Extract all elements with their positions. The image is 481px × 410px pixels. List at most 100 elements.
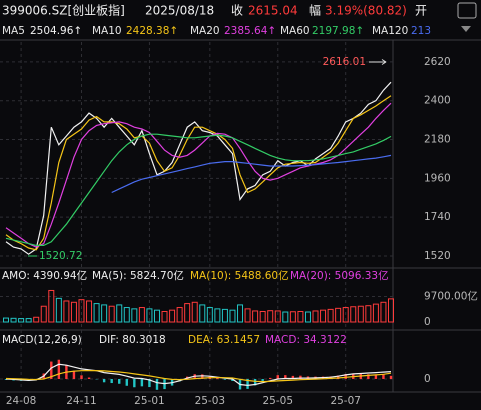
volume-bar — [25, 318, 32, 323]
volume-bar — [327, 308, 334, 323]
macd-bar — [389, 375, 393, 379]
x-tick-label: 25-03 — [195, 395, 226, 407]
change-label: 幅 — [309, 3, 321, 18]
y-tick-label: 0 — [424, 316, 431, 328]
volume-bar — [297, 310, 304, 323]
indicator-label: MACD: 34.3122 — [265, 334, 347, 346]
volume-bar — [372, 303, 379, 323]
macd-bar — [133, 378, 136, 388]
macd-bar — [291, 375, 295, 379]
volume-bar — [237, 304, 244, 323]
legend-value: 2504.96↑ — [30, 25, 82, 37]
volume-bar — [199, 304, 206, 323]
macd-bar — [110, 378, 113, 384]
ma-line — [5, 81, 392, 255]
macd-line — [5, 370, 392, 383]
legend-value: 213 — [411, 25, 431, 37]
x-tick-label: 25-05 — [263, 395, 294, 407]
macd-bar — [216, 378, 219, 379]
ma-line — [5, 133, 392, 246]
annotation-arrow-head — [381, 59, 387, 65]
macd-line — [5, 363, 392, 387]
indicator-label: DEA: 63.1457 — [188, 334, 260, 346]
volume-bar — [229, 309, 236, 323]
volume-bar — [191, 301, 198, 323]
macd-bar — [336, 375, 340, 379]
y-tick-label: 1960 — [424, 172, 451, 184]
indicator-label: MACD(12,26,9) — [2, 334, 82, 346]
macd-bar — [344, 374, 347, 379]
macd-bar — [246, 378, 249, 389]
close-label: 收 — [231, 4, 243, 18]
legend-name: MA60 — [280, 25, 310, 37]
volume-bar — [3, 317, 9, 323]
legend-value: 2428.38↑ — [126, 25, 178, 37]
window-icon[interactable] — [457, 2, 477, 19]
volume-bar — [312, 310, 319, 323]
volume-bar — [10, 317, 17, 323]
volume-bar — [123, 307, 130, 323]
macd-bar — [125, 378, 128, 386]
volume-bar — [350, 306, 357, 323]
macd-bar — [102, 378, 106, 383]
volume-bar — [93, 303, 100, 323]
change: 3.19%(80.82) — [325, 4, 407, 18]
macd-bar — [72, 370, 76, 379]
macd-bar — [374, 374, 378, 379]
macd-bar — [140, 378, 144, 387]
ma-line — [5, 102, 392, 248]
macd-bar — [223, 378, 227, 380]
volume-bar — [320, 309, 327, 323]
macd-bar — [231, 378, 234, 382]
macd-bar — [57, 359, 61, 379]
volume-bar — [214, 308, 221, 323]
indicator-label: AMO: 4390.94亿 — [2, 269, 87, 282]
close: 2615.04 — [248, 4, 298, 18]
legend-value: 2385.64↑ — [224, 25, 276, 37]
volume-bar — [335, 307, 342, 323]
annotation: 2616.01 — [323, 56, 366, 68]
macd-bar — [253, 378, 257, 386]
volume-bar — [153, 309, 160, 323]
volume-bar — [116, 304, 123, 323]
macd-bar — [261, 378, 264, 382]
volume-bar — [252, 310, 259, 323]
y-tick-label: 2180 — [424, 134, 451, 146]
volume-bar — [388, 298, 394, 323]
volume-bar — [86, 300, 93, 323]
y-tick-label: 1520 — [424, 250, 451, 262]
volume-bar — [131, 308, 138, 323]
indicator-label: MA(20): 5096.33亿 — [290, 269, 389, 282]
volume-bar — [304, 311, 311, 323]
ma-line — [111, 154, 392, 194]
macd-bar — [118, 378, 121, 384]
volume-bar — [342, 307, 349, 323]
volume-bar — [282, 311, 289, 323]
date: 2025/08/18 — [145, 4, 214, 18]
volume-bar — [380, 301, 387, 323]
symbol: 399006.SZ[创业板指] — [2, 3, 125, 18]
volume-bar — [244, 308, 251, 323]
legend-name: MA10 — [92, 25, 122, 37]
dropdown-icon[interactable] — [461, 26, 471, 32]
volume-bar — [365, 305, 372, 323]
macd-bar — [87, 377, 91, 379]
volume-bar — [146, 308, 153, 323]
macd-bar — [80, 375, 83, 379]
volume-bar — [48, 289, 55, 323]
macd-bar — [201, 374, 204, 379]
volume-bar — [161, 310, 168, 323]
volume-bar — [101, 304, 108, 323]
x-tick-label: 25-01 — [134, 395, 165, 407]
indicator-label: MA(10): 5488.60亿 — [190, 269, 289, 282]
y-tick-label: 1740 — [424, 211, 451, 223]
volume-bar — [40, 305, 47, 323]
x-tick-label: 24-08 — [6, 395, 37, 407]
x-tick-label: 25-07 — [330, 395, 361, 407]
indicator-label: MA(5): 5824.70亿 — [92, 269, 184, 282]
volume-bar — [63, 300, 70, 323]
volume-bar — [259, 310, 266, 323]
volume-bar — [206, 307, 213, 323]
legend-value: 2197.98↑ — [312, 25, 364, 37]
